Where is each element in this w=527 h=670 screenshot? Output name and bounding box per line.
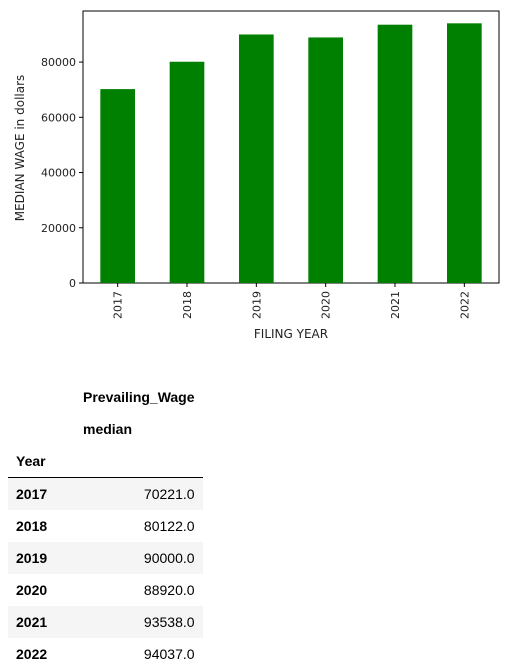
x-tick-label: 2020 [320, 291, 333, 319]
x-tick-label: 2017 [112, 291, 125, 319]
row-median-wage: 70221.0 [75, 478, 203, 511]
row-year: 2019 [8, 542, 75, 574]
sub-header-row: median [8, 413, 203, 445]
row-year: 2017 [8, 478, 75, 511]
row-median-wage: 80122.0 [75, 510, 203, 542]
bar-2021 [378, 25, 413, 283]
column-header-median: median [75, 413, 203, 445]
y-tick-label: 40000 [41, 167, 76, 180]
x-axis-label: FILING YEAR [254, 327, 328, 341]
bar-2018 [170, 62, 205, 283]
bar-2019 [239, 34, 274, 283]
index-header-row: Year [8, 445, 203, 478]
row-median-wage: 93538.0 [75, 606, 203, 638]
column-header-row: Prevailing_Wage [8, 381, 203, 413]
plot-area [83, 11, 499, 283]
x-tick-label: 2018 [181, 291, 194, 319]
column-header-prevailing-wage: Prevailing_Wage [75, 381, 203, 413]
row-median-wage: 90000.0 [75, 542, 203, 574]
row-year: 2018 [8, 510, 75, 542]
x-tick-label: 2022 [458, 291, 471, 319]
y-tick-label: 60000 [41, 111, 76, 124]
x-tick-label: 2021 [389, 291, 402, 319]
row-year: 2021 [8, 606, 75, 638]
row-year: 2022 [8, 638, 75, 670]
bar-2022 [447, 23, 482, 283]
bar-2017 [100, 89, 135, 283]
y-tick-label: 80000 [41, 56, 76, 69]
row-median-wage: 94037.0 [75, 638, 203, 670]
row-median-wage: 88920.0 [75, 574, 203, 606]
y-tick-label: 20000 [41, 222, 76, 235]
y-tick-label: 0 [69, 277, 76, 290]
y-axis-label: MEDIAN WAGE in dollars [13, 75, 27, 222]
bar-chart: 0 20000 40000 60000 80000 2017 2018 2019 2020 20… [0, 0, 527, 360]
x-tick-label: 2019 [250, 291, 263, 319]
index-name-year: Year [8, 445, 75, 478]
bar-2020 [308, 37, 343, 283]
row-year: 2020 [8, 574, 75, 606]
